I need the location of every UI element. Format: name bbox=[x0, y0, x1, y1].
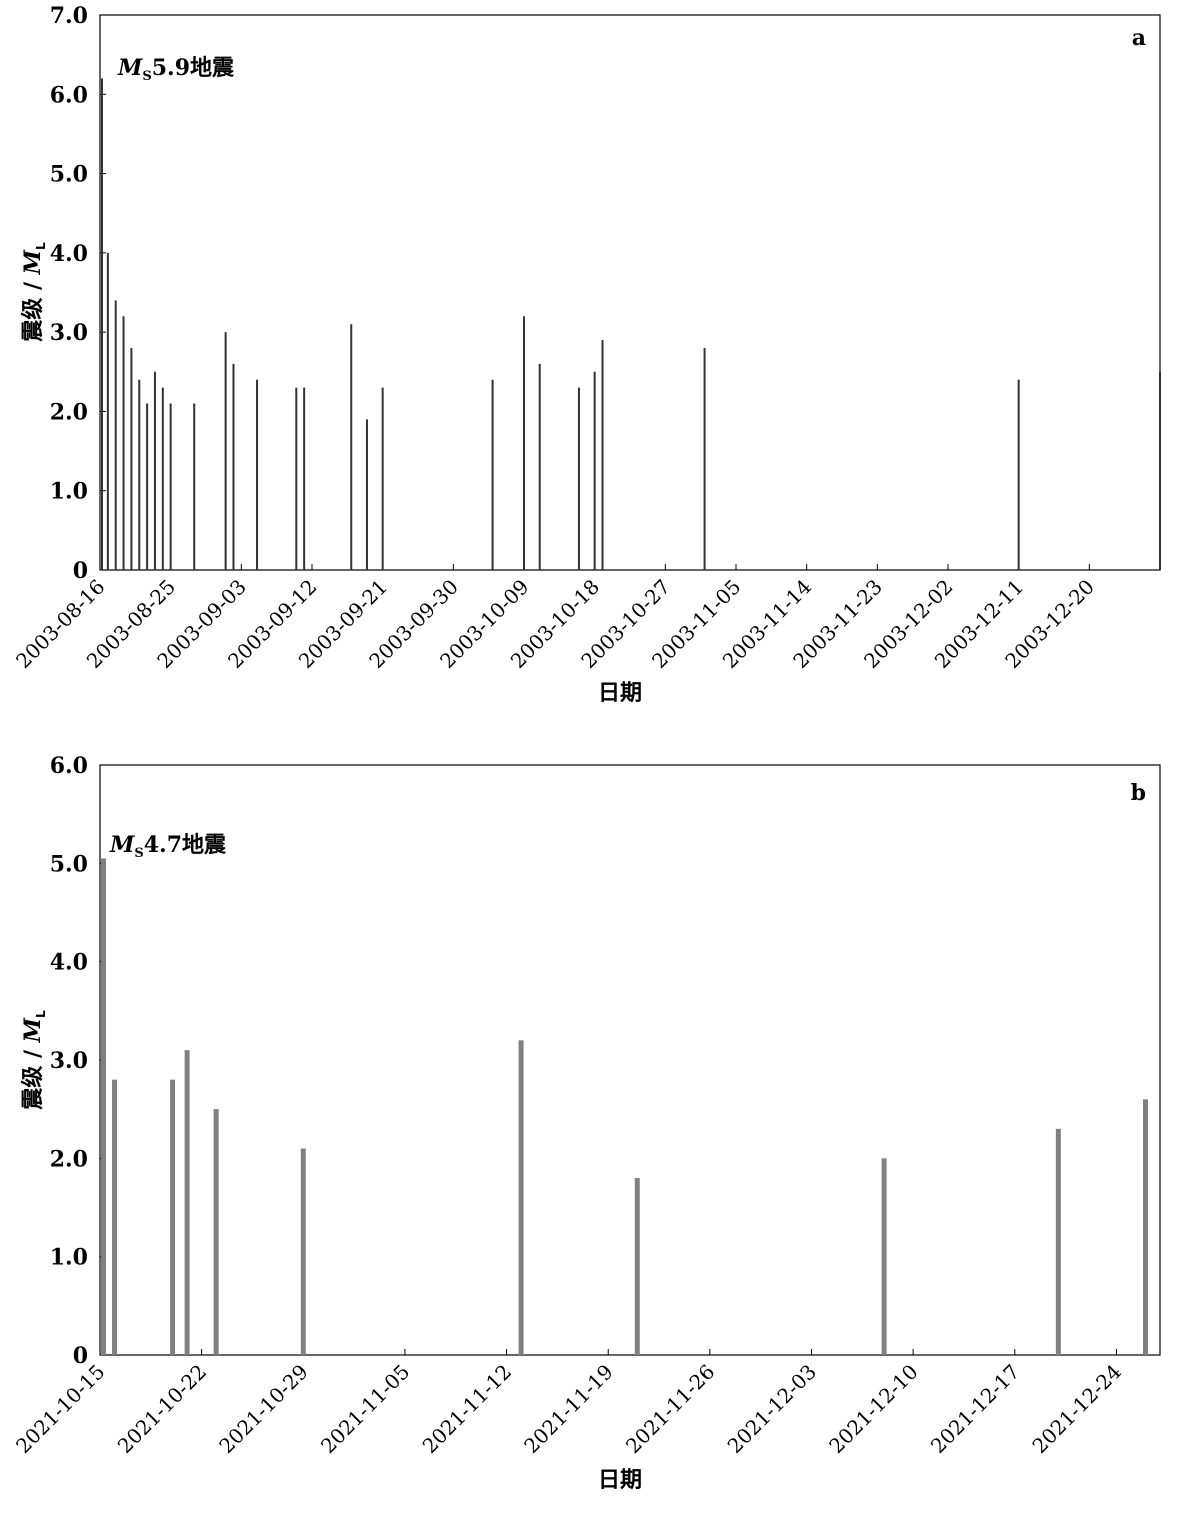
x-tick-label: 2021-10-29 bbox=[214, 1360, 313, 1459]
y-tick-label: 2.0 bbox=[50, 399, 88, 425]
magnitude-bar bbox=[295, 387, 298, 570]
magnitude-bar bbox=[1142, 1099, 1148, 1355]
x-tick-label: 2021-12-03 bbox=[723, 1360, 822, 1459]
magnitude-bar bbox=[1159, 371, 1161, 570]
y-tick-label: 3.0 bbox=[50, 320, 88, 346]
magnitude-bar bbox=[593, 371, 596, 570]
magnitude-bar bbox=[381, 387, 384, 570]
x-tick-label: 2021-12-17 bbox=[926, 1360, 1025, 1459]
magnitude-bar bbox=[101, 78, 103, 570]
y-tick-label: 1.0 bbox=[50, 479, 88, 505]
y-tick-label: 1.0 bbox=[50, 1245, 88, 1271]
x-tick-label: 2021-10-22 bbox=[113, 1360, 212, 1459]
y-tick-label: 4.0 bbox=[50, 241, 88, 267]
x-tick-label: 2021-11-26 bbox=[621, 1360, 720, 1459]
magnitude-bar bbox=[114, 300, 117, 570]
magnitude-bar bbox=[146, 403, 149, 570]
y-axis-title: 震级 / ML bbox=[20, 1010, 48, 1110]
x-tick-label: 2021-11-05 bbox=[316, 1360, 415, 1459]
magnitude-bar bbox=[577, 387, 580, 570]
magnitude-bar bbox=[193, 403, 196, 570]
magnitude-bar bbox=[213, 1109, 219, 1355]
panel-letter: b bbox=[1131, 780, 1146, 806]
plot-frame bbox=[99, 764, 1161, 1356]
magnitude-bar bbox=[130, 348, 133, 570]
x-tick-label: 2021-12-24 bbox=[1027, 1360, 1126, 1459]
magnitude-bar bbox=[232, 363, 235, 570]
magnitude-bar bbox=[184, 1050, 190, 1355]
magnitude-bar bbox=[538, 363, 541, 570]
x-tick-label: 2021-11-19 bbox=[519, 1360, 618, 1459]
x-axis-title: 日期 bbox=[598, 681, 642, 706]
magnitude-bar bbox=[153, 371, 156, 570]
magnitude-bar bbox=[106, 252, 109, 570]
y-tick-label: 6.0 bbox=[50, 753, 88, 779]
x-tick-label: 2021-10-15 bbox=[11, 1360, 110, 1459]
magnitude-bar bbox=[365, 419, 368, 570]
plot-frame bbox=[99, 14, 1161, 571]
magnitude-bar bbox=[122, 316, 125, 570]
x-tick-label: 2021-12-10 bbox=[824, 1360, 923, 1459]
magnitude-bar bbox=[881, 1158, 887, 1355]
magnitude-bar bbox=[491, 379, 494, 570]
magnitude-bar bbox=[1017, 379, 1020, 570]
y-tick-label: 0 bbox=[73, 558, 88, 584]
y-tick-label: 7.0 bbox=[50, 3, 88, 29]
magnitude-bar bbox=[161, 387, 164, 570]
magnitude-bar bbox=[300, 1148, 306, 1355]
magnitude-bar bbox=[634, 1178, 640, 1355]
event-annotation: MS4.7地震 bbox=[109, 832, 227, 861]
magnitude-bar bbox=[303, 387, 306, 570]
magnitude-bar bbox=[601, 340, 604, 570]
y-tick-label: 5.0 bbox=[50, 162, 88, 188]
x-tick-label: 2021-11-12 bbox=[418, 1360, 517, 1459]
y-tick-label: 5.0 bbox=[50, 851, 88, 877]
y-tick-label: 3.0 bbox=[50, 1048, 88, 1074]
y-tick-label: 2.0 bbox=[50, 1146, 88, 1172]
magnitude-bar bbox=[350, 324, 353, 570]
magnitude-bar bbox=[703, 348, 706, 570]
y-tick-label: 6.0 bbox=[50, 82, 88, 108]
event-annotation: MS5.9地震 bbox=[117, 55, 235, 84]
magnitude-bar bbox=[1055, 1128, 1061, 1355]
y-axis-title: 震级 / ML bbox=[20, 242, 48, 342]
magnitude-bar bbox=[518, 1040, 524, 1355]
magnitude-bar bbox=[112, 1079, 118, 1355]
y-tick-label: 0 bbox=[73, 1343, 88, 1369]
magnitude-bar bbox=[523, 316, 525, 570]
magnitude-bar bbox=[169, 403, 172, 570]
x-axis-title: 日期 bbox=[598, 1468, 642, 1493]
magnitude-bar bbox=[170, 1079, 176, 1355]
magnitude-bar bbox=[256, 379, 259, 570]
magnitude-bar bbox=[224, 332, 227, 570]
magnitude-bar bbox=[138, 379, 141, 570]
panel-letter: a bbox=[1132, 25, 1146, 51]
chart-panel-a: 01.02.03.04.05.06.07.02003-08-162003-08-… bbox=[11, 3, 1161, 706]
y-tick-label: 4.0 bbox=[50, 950, 88, 976]
magnitude-bar bbox=[101, 858, 106, 1355]
